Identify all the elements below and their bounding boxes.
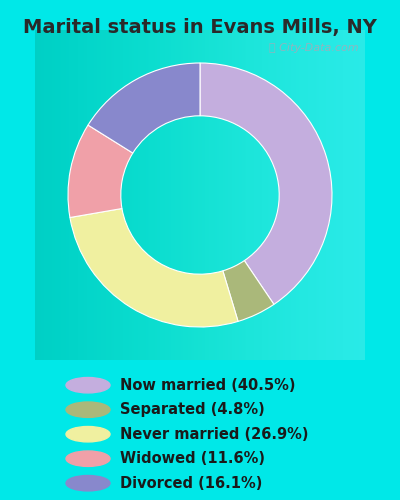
Wedge shape (88, 63, 200, 153)
Circle shape (66, 426, 110, 442)
Text: Marital status in Evans Mills, NY: Marital status in Evans Mills, NY (23, 18, 377, 36)
Wedge shape (223, 260, 274, 322)
Text: ⓘ City-Data.com: ⓘ City-Data.com (269, 43, 358, 53)
Text: Widowed (11.6%): Widowed (11.6%) (120, 451, 265, 466)
Circle shape (66, 476, 110, 491)
Text: Now married (40.5%): Now married (40.5%) (120, 378, 296, 392)
Text: Separated (4.8%): Separated (4.8%) (120, 402, 265, 417)
Wedge shape (68, 125, 133, 218)
Circle shape (66, 402, 110, 417)
Circle shape (66, 378, 110, 393)
Text: Never married (26.9%): Never married (26.9%) (120, 426, 308, 442)
Wedge shape (200, 63, 332, 304)
Wedge shape (70, 208, 238, 327)
Text: Divorced (16.1%): Divorced (16.1%) (120, 476, 262, 490)
Circle shape (66, 451, 110, 466)
